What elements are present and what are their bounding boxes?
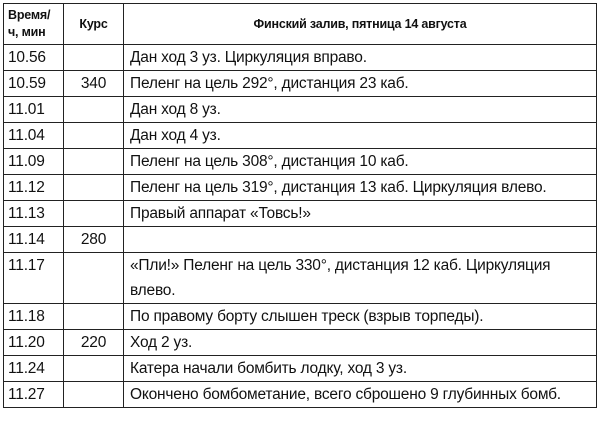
row-course: 280 (63, 226, 124, 253)
table-row: 11.12 Пеленг на цель 319°, дистанция 13 к… (3, 174, 597, 201)
table-row: 11.14 280 (3, 226, 597, 253)
log-table: Время/ ч, мин Курс Финский залив, пятниц… (3, 3, 597, 408)
row-text: Дан ход 8 уз. (123, 96, 597, 123)
table-row: 11.09 Пеленг на цель 308°, дистанция 10 к… (3, 148, 597, 175)
row-course (63, 174, 124, 201)
row-course (63, 252, 124, 304)
row-time: 11.12 (3, 174, 64, 201)
row-course (63, 122, 124, 149)
row-time: 11.17 (3, 252, 64, 304)
table-row: 11.20 220 Ход 2 уз. (3, 329, 597, 356)
row-text: По правому борту слышен треск (взрыв тор… (123, 303, 597, 330)
row-time: 11.09 (3, 148, 64, 175)
table-row: 11.27 Окончено бомбометание, всего сброше… (3, 381, 597, 408)
row-text: Ход 2 уз. (123, 329, 597, 356)
table-row: 11.24 Катера начали бомбить лодку, ход 3 … (3, 355, 597, 382)
row-course (63, 96, 124, 123)
table-row: 11.01 Дан ход 8 уз. (3, 96, 597, 123)
row-text: Катера начали бомбить лодку, ход 3 уз. (123, 355, 597, 382)
row-time: 11.24 (3, 355, 64, 382)
row-course (63, 355, 124, 382)
row-time: 11.14 (3, 226, 64, 253)
row-text: Правый аппарат «Товсь!» (123, 200, 597, 227)
table-row: 10.59 340 Пеленг на цель 292°, дистанция 2… (3, 70, 597, 97)
row-text: Дан ход 4 уз. (123, 122, 597, 149)
table-row: 11.13 Правый аппарат «Товсь!» (3, 200, 597, 227)
row-time: 11.01 (3, 96, 64, 123)
row-text: Пеленг на цель 308°, дистанция 10 каб. (123, 148, 597, 175)
row-time: 11.13 (3, 200, 64, 227)
row-time: 11.27 (3, 381, 64, 408)
row-text: «Пли!» Пеленг на цель 330°, дистанция 12… (123, 252, 597, 304)
row-time: 11.18 (3, 303, 64, 330)
header-title: Финский залив, пятница 14 августа (123, 3, 597, 45)
row-text: Пеленг на цель 319°, дистанция 13 каб. Ц… (123, 174, 597, 201)
table-row: 10.56 Дан ход 3 уз. Циркуляция вправо. (3, 44, 597, 71)
row-course (63, 148, 124, 175)
table-row: 11.18 По правому борту слышен треск (взры… (3, 303, 597, 330)
header-row: Время/ ч, мин Курс Финский залив, пятниц… (3, 3, 597, 45)
row-course (63, 381, 124, 408)
table-row: 11.17 «Пли!» Пеленг на цель 330°, дистанц… (3, 252, 597, 304)
row-course: 340 (63, 70, 124, 97)
row-course (63, 303, 124, 330)
row-course (63, 200, 124, 227)
header-time: Время/ ч, мин (3, 3, 64, 45)
row-text: Окончено бомбометание, всего сброшено 9 … (123, 381, 597, 408)
row-time: 11.04 (3, 122, 64, 149)
row-time: 10.59 (3, 70, 64, 97)
header-course: Курс (63, 3, 124, 45)
row-text (123, 226, 597, 253)
table-row: 11.04 Дан ход 4 уз. (3, 122, 597, 149)
row-course (63, 44, 124, 71)
row-course: 220 (63, 329, 124, 356)
row-time: 11.20 (3, 329, 64, 356)
row-text: Дан ход 3 уз. Циркуляция вправо. (123, 44, 597, 71)
row-time: 10.56 (3, 44, 64, 71)
row-text: Пеленг на цель 292°, дистанция 23 каб. (123, 70, 597, 97)
